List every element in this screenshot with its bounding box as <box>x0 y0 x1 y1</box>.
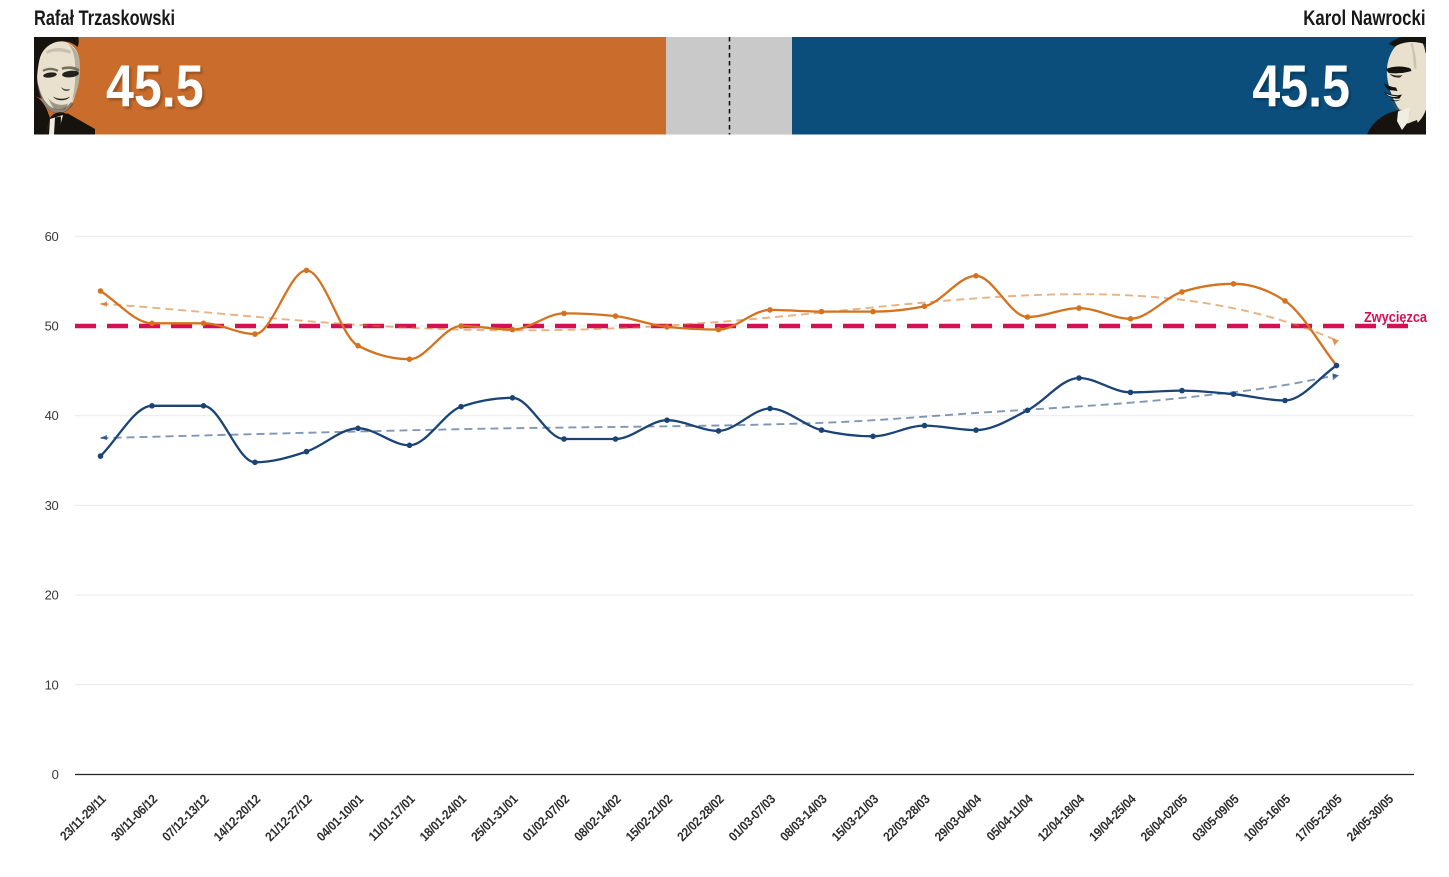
svg-text:40: 40 <box>45 408 59 423</box>
svg-text:Rafał Trzaskowski: Rafał Trzaskowski <box>34 6 175 29</box>
svg-text:Zwycięzca: Zwycięzca <box>1364 309 1427 325</box>
svg-text:Karol Nawrocki: Karol Nawrocki <box>1303 7 1425 30</box>
svg-text:20: 20 <box>45 588 59 603</box>
svg-text:45.5: 45.5 <box>1252 53 1350 120</box>
svg-text:60: 60 <box>45 229 59 244</box>
svg-text:0: 0 <box>52 767 59 782</box>
svg-text:50: 50 <box>45 319 59 334</box>
svg-text:10: 10 <box>45 677 59 692</box>
svg-text:45.5: 45.5 <box>106 53 204 120</box>
svg-text:30: 30 <box>45 498 59 513</box>
